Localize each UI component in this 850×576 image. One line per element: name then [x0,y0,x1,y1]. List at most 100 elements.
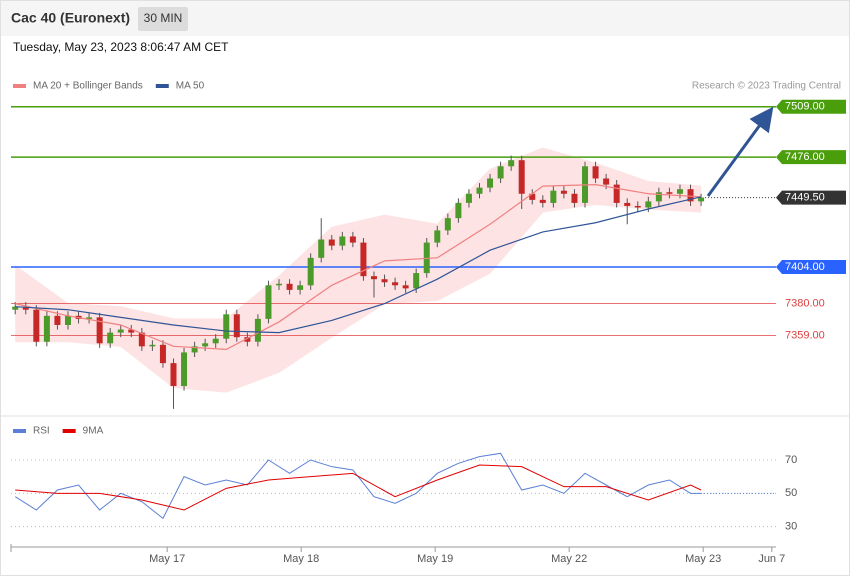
candle-body [181,352,188,387]
x-tick-label: May 17 [149,553,185,565]
candle-body [402,285,409,289]
timeframe-badge[interactable] [138,7,188,31]
candle-body [328,239,335,246]
candle-body [22,306,29,310]
x-tick-label: May 19 [417,553,453,565]
x-tick-label: May 18 [283,553,319,565]
candle-body [159,344,166,364]
candle-body [676,189,683,194]
timestamp: Tuesday, May 23, 2023 8:06:47 AM CET [13,40,229,54]
timeframe[interactable]: 30 MIN [144,11,183,25]
candle-body [96,317,103,344]
candle-body [413,273,420,289]
candle-body [170,363,177,387]
candle-body [339,236,346,246]
x-tick-label: May 23 [685,553,721,565]
candle-body [423,242,430,274]
candle-body [276,283,283,286]
y-tick-label: 70 [785,454,797,466]
candle-body [307,257,314,286]
candle-body [265,285,272,319]
level-tag [776,259,846,274]
level-label: 7509.00 [785,101,825,113]
candle-body [645,201,652,208]
candle-body [349,236,356,243]
level-tag [776,99,846,114]
x-tick-label: Jun 7 [758,553,785,565]
candle-body [624,202,631,206]
candle-body [613,184,620,203]
candle-body [244,337,251,342]
candle-body [149,344,156,347]
moving-average [15,183,702,350]
bollinger-band [15,147,702,393]
candle-body [43,315,50,342]
candle-body [698,197,705,202]
indicator-line [15,464,702,511]
candle-body [254,318,261,342]
legend-label: RSI [33,426,50,437]
candle-body [117,329,124,333]
candle-body [212,338,219,344]
level-label: 7380.00 [785,298,825,310]
level-label: 7359.00 [785,330,825,342]
candle-body [655,192,662,202]
candle-body [518,160,525,194]
level-label: 7449.50 [785,191,825,203]
candle-body [434,230,441,243]
candle-body [550,190,557,203]
candle-body [666,192,673,194]
candle-body [64,315,71,325]
candle-body [687,189,694,202]
candle-body [381,279,388,283]
legend-swatch [13,84,26,88]
attribution: Research © 2023 Trading Central [692,81,841,92]
level-label: 7404.00 [785,261,825,273]
candle-body [12,306,19,310]
candle-body [592,166,599,179]
candle-body [223,314,230,339]
level-tag [776,150,846,165]
candle-body [529,193,536,200]
legend-label: MA 20 + Bollinger Bands [33,81,143,92]
candle-body [370,276,377,280]
candle-body [634,205,641,208]
moving-average [15,196,702,334]
candle-body [138,332,145,347]
level-tag [776,190,846,205]
candle-body [392,282,399,286]
candle-body [455,202,462,219]
candle-body [603,178,610,185]
title: Cac 40 (Euronext) [11,10,130,26]
band-lower [15,203,702,393]
candle-body [487,178,494,188]
candle-body [560,190,567,194]
candle-body [571,193,578,203]
band-upper [14,147,702,320]
candle-body [286,283,293,290]
candle-body [128,329,135,333]
candle-body [107,332,114,344]
candle-body [318,239,325,258]
candle-body [33,309,40,342]
candle-body [497,166,504,179]
indicator-line [14,452,702,520]
candle-body [476,187,483,194]
legend-label: 9MA [83,426,104,437]
candle-body [86,317,93,319]
candle-body [539,199,546,203]
candle-body [360,242,367,277]
legend-swatch [13,429,26,433]
x-tick-label: May 22 [551,553,587,565]
candle-body [191,346,198,353]
forecast-arrow [706,106,774,197]
candle-body [297,285,304,290]
candle-body [508,160,515,167]
candle-body [54,315,61,325]
legend-swatch [155,84,169,88]
candle-body [465,193,472,203]
level-label: 7476.00 [785,151,825,163]
candle-body [444,218,451,231]
y-tick-label: 50 [785,487,797,499]
